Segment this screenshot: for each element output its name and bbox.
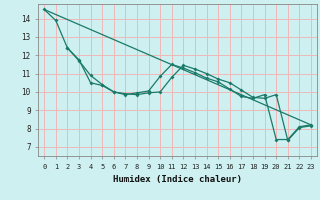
X-axis label: Humidex (Indice chaleur): Humidex (Indice chaleur) [113,175,242,184]
